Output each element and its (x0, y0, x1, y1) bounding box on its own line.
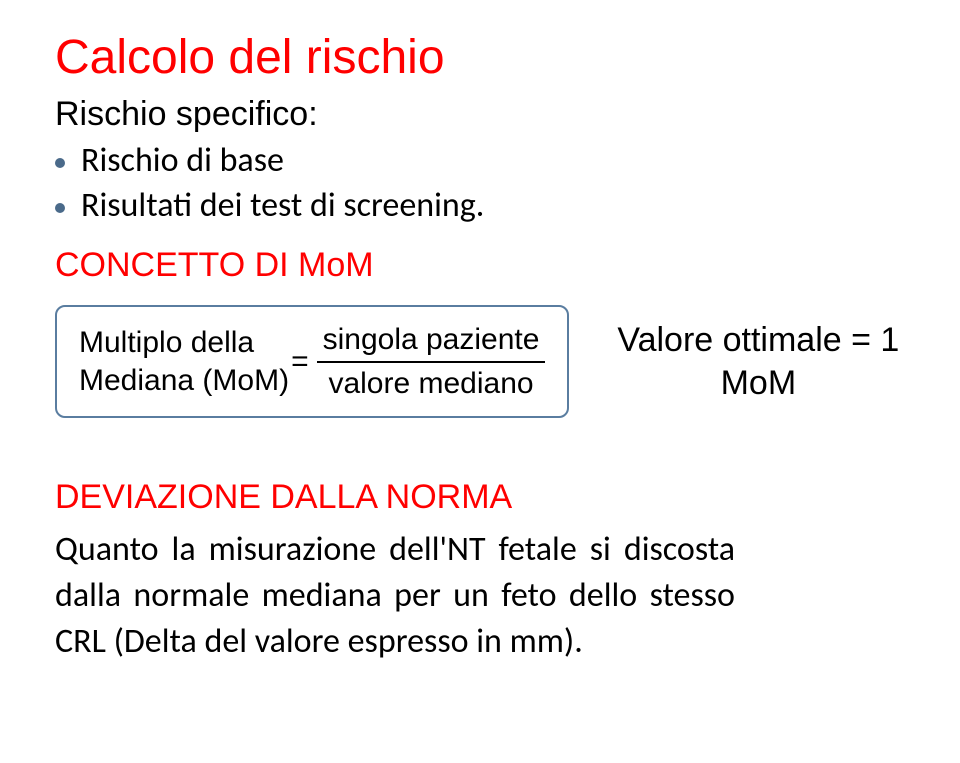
formula-left-line1: Multiplo della (79, 326, 254, 359)
fraction-denominator: valore mediano (317, 363, 546, 403)
body-paragraph: Quanto la misurazione dell'NT fetale si … (55, 527, 735, 665)
section-heading-deviazione: DEVIAZIONE DALLA NORMA (55, 478, 905, 517)
slide-title: Calcolo del rischio (55, 30, 905, 85)
bullet-text: Rischio di base (81, 140, 284, 181)
formula-row: Multiplo della Mediana (MoM) = singola p… (55, 305, 905, 418)
subtitle: Rischio specifico: (55, 95, 905, 134)
valore-line2: MoM (721, 364, 797, 402)
bullet-icon (55, 158, 65, 168)
bullet-icon (55, 203, 65, 213)
slide: Calcolo del rischio Rischio specifico: R… (0, 0, 960, 763)
section-heading-concetto: CONCETTO DI MoM (55, 246, 905, 285)
bullet-item: Rischio di base (55, 140, 905, 181)
bullet-text: Risultati dei test di screening. (81, 185, 484, 226)
fraction-numerator: singola paziente (317, 321, 546, 363)
formula-fraction: singola paziente valore mediano (317, 321, 546, 402)
formula-box: Multiplo della Mediana (MoM) = singola p… (55, 305, 569, 418)
bullet-item: Risultati dei test di screening. (55, 185, 905, 226)
equals-sign: = (291, 345, 309, 379)
valore-ottimale: Valore ottimale = 1 MoM (617, 319, 899, 404)
formula-left-line2: Mediana (MoM) (79, 364, 289, 397)
formula-left: Multiplo della Mediana (MoM) (79, 324, 289, 399)
valore-line1: Valore ottimale = 1 (617, 321, 899, 359)
